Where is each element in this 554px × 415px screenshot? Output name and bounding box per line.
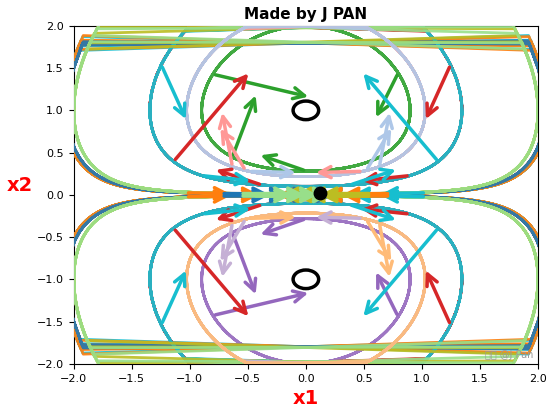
X-axis label: x1: x1	[293, 389, 319, 408]
Text: 知乎 @J Pan: 知乎 @J Pan	[485, 350, 534, 360]
Y-axis label: x2: x2	[7, 176, 33, 195]
Title: Made by J PAN: Made by J PAN	[244, 7, 367, 22]
